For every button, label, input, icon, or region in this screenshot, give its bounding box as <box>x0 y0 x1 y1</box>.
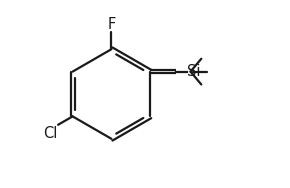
Text: Cl: Cl <box>43 126 57 141</box>
Text: Si: Si <box>187 64 201 79</box>
Text: F: F <box>107 17 115 32</box>
